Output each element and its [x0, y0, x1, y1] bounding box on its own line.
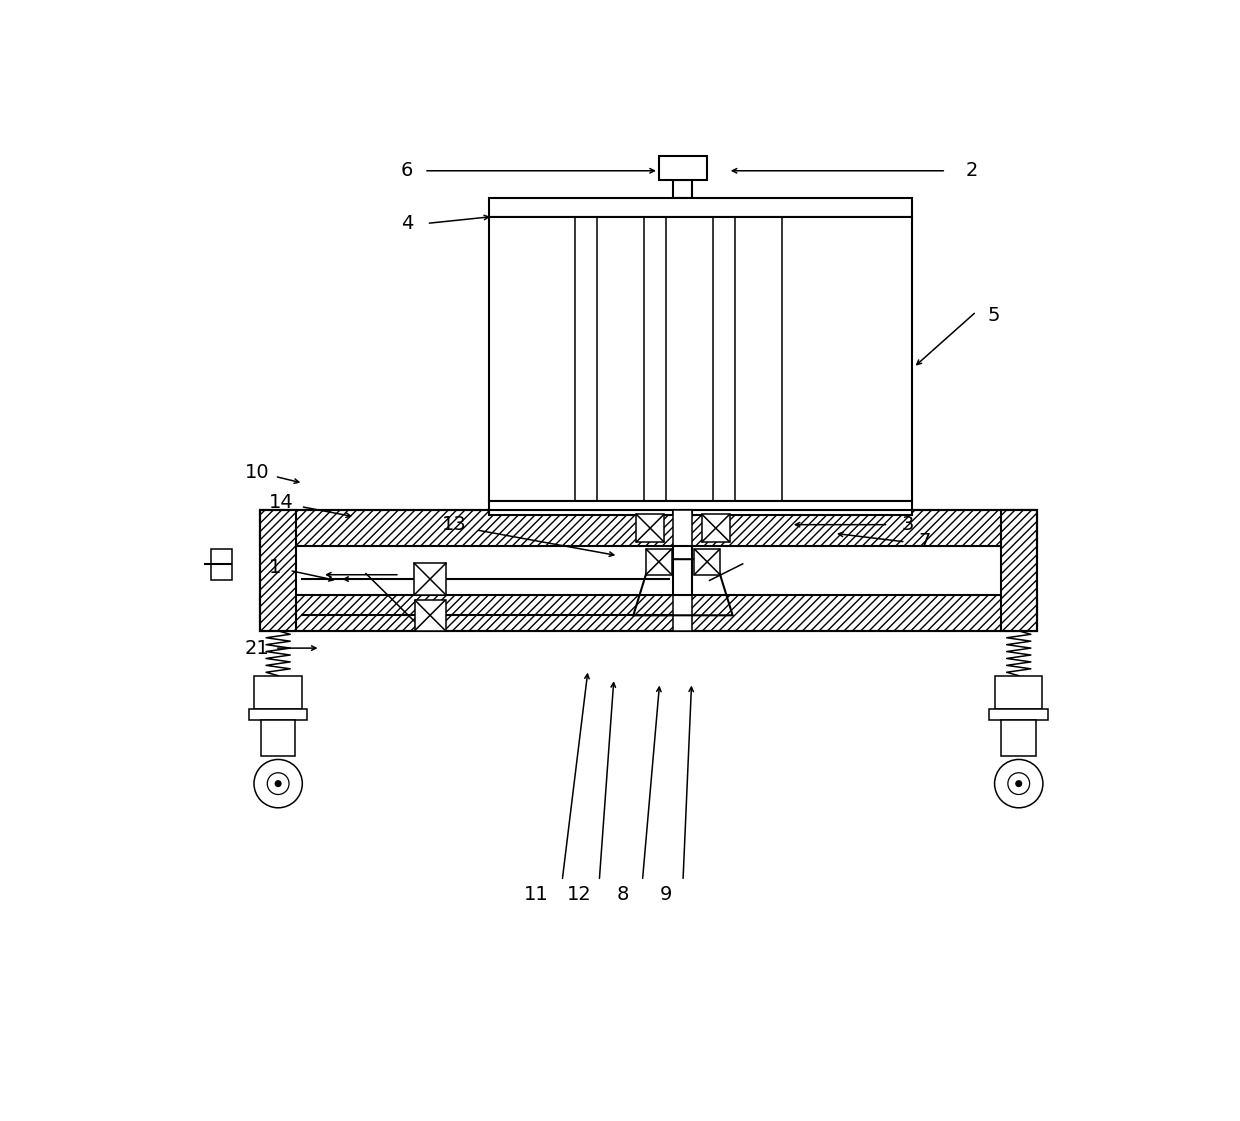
Text: 14: 14 — [269, 493, 294, 511]
Bar — [1001, 510, 1037, 631]
Bar — [694, 549, 720, 575]
Text: 8: 8 — [616, 884, 629, 904]
Text: 2: 2 — [966, 161, 978, 180]
Bar — [636, 513, 665, 543]
Text: 6: 6 — [401, 161, 413, 180]
Bar — [414, 563, 446, 595]
Bar — [249, 708, 308, 720]
Bar — [414, 600, 445, 631]
Bar — [254, 676, 301, 708]
Text: 3: 3 — [901, 516, 914, 535]
Bar — [673, 594, 692, 631]
Bar — [489, 216, 911, 501]
Bar — [260, 594, 1037, 631]
Text: 12: 12 — [567, 884, 591, 904]
Bar — [489, 501, 911, 516]
Bar — [660, 156, 707, 180]
Bar — [260, 510, 1037, 546]
Bar — [211, 549, 232, 580]
Bar — [673, 180, 692, 197]
Bar — [489, 197, 911, 216]
Text: 11: 11 — [523, 884, 548, 904]
Circle shape — [275, 780, 281, 787]
Text: 5: 5 — [987, 306, 999, 325]
Text: 13: 13 — [441, 516, 466, 535]
Bar — [702, 513, 730, 543]
Text: 1: 1 — [269, 558, 281, 577]
Bar — [260, 510, 1037, 631]
Bar — [260, 720, 295, 756]
Bar — [673, 546, 692, 594]
Bar — [646, 549, 672, 575]
Bar — [673, 510, 692, 546]
Bar — [990, 708, 1048, 720]
Text: 4: 4 — [401, 214, 413, 233]
Text: 7: 7 — [919, 532, 931, 552]
Bar — [260, 510, 296, 631]
Bar — [994, 676, 1043, 708]
Bar — [673, 510, 692, 516]
Text: 9: 9 — [660, 884, 672, 904]
Text: 10: 10 — [246, 463, 270, 482]
Text: 21: 21 — [246, 639, 270, 658]
Bar — [296, 546, 1001, 594]
Bar — [1002, 720, 1035, 756]
Circle shape — [1016, 780, 1022, 787]
